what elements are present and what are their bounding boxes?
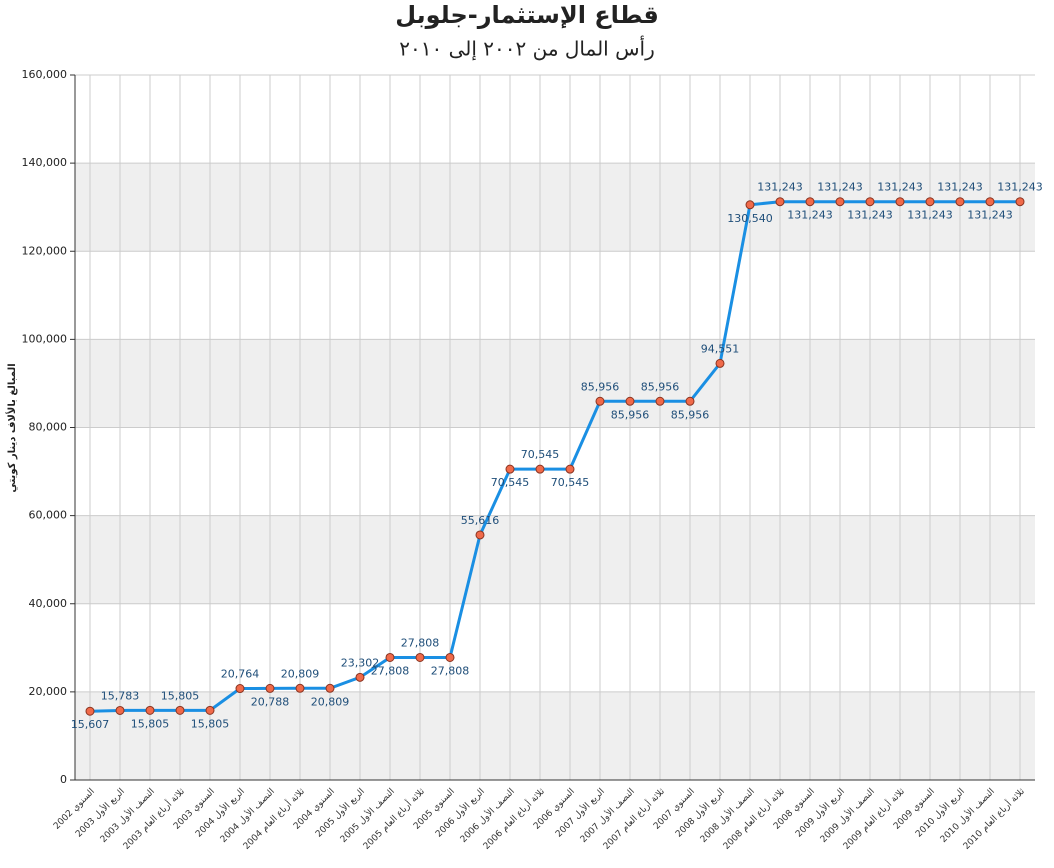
value-label: 20,809 — [281, 667, 320, 680]
marker — [835, 197, 845, 207]
value-label: 20,809 — [311, 695, 350, 708]
y-tick-label: 120,000 — [22, 244, 68, 257]
value-label: 85,956 — [641, 380, 680, 393]
y-tick-label: 60,000 — [29, 509, 68, 522]
y-tick-label: 160,000 — [22, 68, 68, 81]
marker — [205, 705, 215, 715]
marker — [355, 672, 365, 682]
marker — [625, 396, 635, 406]
marker — [475, 530, 485, 540]
value-label: 131,243 — [937, 181, 983, 194]
value-label: 131,243 — [847, 209, 893, 222]
marker — [295, 683, 305, 693]
marker — [925, 197, 935, 207]
grid-band — [75, 691, 1035, 780]
value-label: 15,783 — [101, 689, 140, 702]
value-label: 20,788 — [251, 695, 290, 708]
line — [89, 200, 1020, 713]
value-label: 70,545 — [491, 476, 530, 489]
grid-band — [75, 339, 1035, 428]
y-tick-label: 0 — [60, 773, 67, 786]
y-tick-label: 20,000 — [29, 685, 68, 698]
value-label: 27,808 — [371, 664, 410, 677]
marker — [145, 705, 155, 715]
value-label: 15,607 — [71, 718, 110, 731]
value-label: 15,805 — [131, 717, 170, 730]
marker — [445, 652, 455, 662]
marker — [775, 197, 785, 207]
marker — [955, 197, 965, 207]
marker — [805, 197, 815, 207]
marker — [985, 197, 995, 207]
y-tick-label: 140,000 — [22, 156, 68, 169]
marker — [715, 358, 725, 368]
x-tick-label: النصف الأول 2009 — [817, 785, 877, 845]
value-label: 23,302 — [341, 656, 380, 669]
grid-band — [75, 515, 1035, 604]
value-label: 85,956 — [671, 408, 710, 421]
marker — [325, 683, 335, 693]
y-tick-label: 80,000 — [29, 421, 68, 434]
value-label: 27,808 — [431, 664, 470, 677]
value-label: 85,956 — [611, 408, 650, 421]
marker — [235, 684, 245, 694]
value-label: 130,540 — [727, 212, 773, 225]
marker — [685, 396, 695, 406]
x-tick-label: النصف الأول 2006 — [457, 785, 517, 845]
y-tick-label: 40,000 — [29, 597, 68, 610]
value-label: 131,243 — [997, 181, 1043, 194]
marker — [655, 396, 665, 406]
value-label: 131,243 — [787, 209, 833, 222]
value-label: 131,243 — [877, 181, 923, 194]
value-label: 131,243 — [967, 209, 1013, 222]
value-label: 94,551 — [701, 342, 740, 355]
value-label: 70,545 — [521, 448, 560, 461]
x-tick-label: النصف الأول 2007 — [577, 785, 637, 845]
marker — [115, 705, 125, 715]
marker — [895, 197, 905, 207]
value-label: 131,243 — [907, 209, 953, 222]
grid-band — [75, 163, 1035, 252]
marker — [595, 396, 605, 406]
value-label: 70,545 — [551, 476, 590, 489]
y-tick-label: 100,000 — [22, 332, 68, 345]
value-label: 15,805 — [161, 689, 200, 702]
marker — [415, 652, 425, 662]
x-tick-label: النصف الأول 2008 — [697, 785, 757, 845]
marker — [85, 706, 95, 716]
marker — [265, 683, 275, 693]
x-tick-label: النصف الأول 2005 — [337, 785, 397, 845]
marker — [505, 464, 515, 474]
value-label: 131,243 — [757, 181, 803, 194]
value-label: 20,764 — [221, 668, 260, 681]
marker — [865, 197, 875, 207]
value-label: 15,805 — [191, 717, 230, 730]
marker — [535, 464, 545, 474]
value-label: 55,616 — [461, 514, 500, 527]
marker — [1015, 197, 1025, 207]
chart-subtitle: رأس المال من ٢٠٠٢ إلى ٢٠١٠ — [399, 36, 654, 62]
y-axis-title: المبالغ بالألاف دينار كويتي — [5, 363, 18, 492]
value-label: 27,808 — [401, 636, 440, 649]
x-tick-label: النصف الأول 2004 — [217, 785, 277, 845]
marker — [175, 705, 185, 715]
value-label: 85,956 — [581, 380, 620, 393]
value-label: 131,243 — [817, 181, 863, 194]
x-tick-label: النصف الأول 2003 — [97, 785, 157, 845]
marker — [745, 200, 755, 210]
chart-title: قطاع الإستثمار-جلوبل — [395, 1, 659, 29]
marker — [565, 464, 575, 474]
marker — [385, 652, 395, 662]
x-tick-label: النصف الأول 2010 — [937, 785, 997, 845]
